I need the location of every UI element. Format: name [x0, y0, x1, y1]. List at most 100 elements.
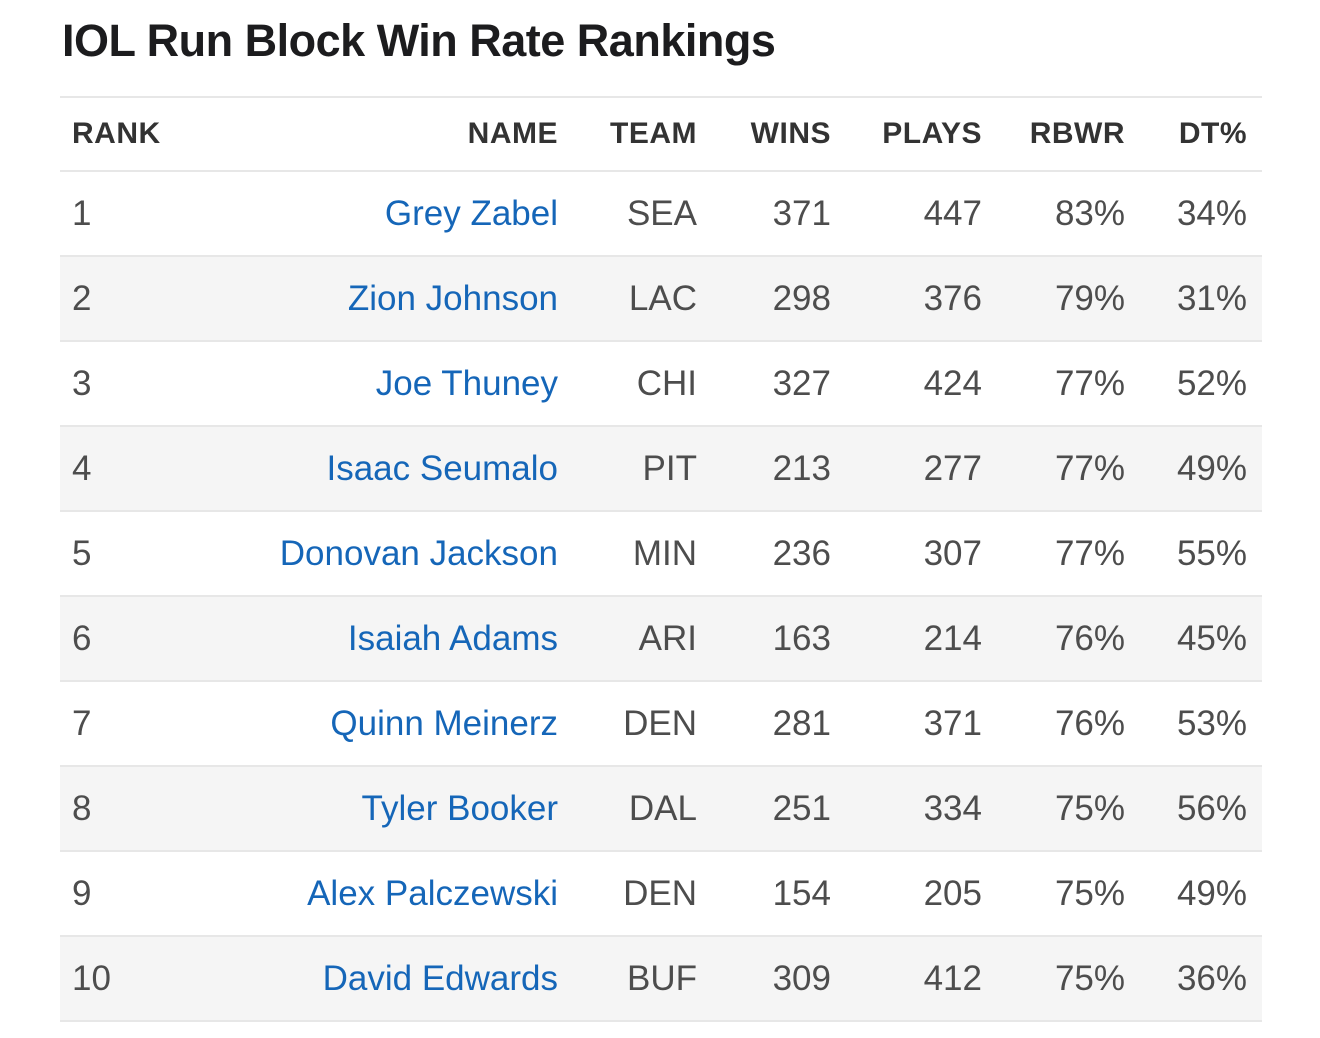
header-row: RANK NAME TEAM WINS PLAYS RBWR DT%	[60, 97, 1262, 172]
player-name-link[interactable]: David Edwards	[322, 958, 558, 998]
table-row: 6 Isaiah Adams ARI 163 214 76% 45%	[60, 596, 1262, 682]
team-cell: LAC	[558, 256, 697, 342]
dt-pct-cell: 52%	[1125, 341, 1262, 427]
rank-cell: 9	[60, 851, 172, 937]
wins-cell: 327	[697, 341, 831, 427]
wins-cell: 213	[697, 426, 831, 512]
page: IOL Run Block Win Rate Rankings RANK NAM…	[0, 14, 1320, 1022]
column-header-plays: PLAYS	[831, 97, 982, 172]
table-row: 5 Donovan Jackson MIN 236 307 77% 55%	[60, 511, 1262, 597]
rankings-table-header: RANK NAME TEAM WINS PLAYS RBWR DT%	[60, 97, 1262, 172]
player-name-link[interactable]: Alex Palczewski	[307, 873, 558, 913]
column-header-team: TEAM	[558, 97, 697, 172]
rbwr-cell: 77%	[982, 341, 1125, 427]
player-name-link[interactable]: Isaac Seumalo	[326, 448, 558, 488]
rbwr-cell: 75%	[982, 936, 1125, 1022]
rank-cell: 7	[60, 681, 172, 767]
rank-cell: 8	[60, 766, 172, 852]
wins-cell: 251	[697, 766, 831, 852]
table-row: 10 David Edwards BUF 309 412 75% 36%	[60, 936, 1262, 1022]
plays-cell: 214	[831, 596, 982, 682]
player-name-link[interactable]: Tyler Booker	[361, 788, 558, 828]
player-name-link[interactable]: Joe Thuney	[375, 363, 558, 403]
team-cell: PIT	[558, 426, 697, 512]
table-row: 2 Zion Johnson LAC 298 376 79% 31%	[60, 256, 1262, 342]
plays-cell: 205	[831, 851, 982, 937]
rbwr-cell: 75%	[982, 851, 1125, 937]
player-name-cell: Isaac Seumalo	[172, 426, 558, 512]
dt-pct-cell: 31%	[1125, 256, 1262, 342]
dt-pct-cell: 56%	[1125, 766, 1262, 852]
player-name-cell: Alex Palczewski	[172, 851, 558, 937]
column-header-rank: RANK	[60, 97, 172, 172]
player-name-cell: Donovan Jackson	[172, 511, 558, 597]
plays-cell: 334	[831, 766, 982, 852]
team-cell: BUF	[558, 936, 697, 1022]
player-name-link[interactable]: Zion Johnson	[347, 278, 558, 318]
team-cell: MIN	[558, 511, 697, 597]
plays-cell: 376	[831, 256, 982, 342]
player-name-cell: Joe Thuney	[172, 341, 558, 427]
plays-cell: 307	[831, 511, 982, 597]
player-name-cell: Grey Zabel	[172, 171, 558, 257]
column-header-name: NAME	[172, 97, 558, 172]
rank-cell: 5	[60, 511, 172, 597]
rankings-table: RANK NAME TEAM WINS PLAYS RBWR DT% 1 Gre…	[60, 96, 1262, 1022]
column-header-dt-pct: DT%	[1125, 97, 1262, 172]
player-name-link[interactable]: Grey Zabel	[384, 193, 558, 233]
wins-cell: 154	[697, 851, 831, 937]
plays-cell: 371	[831, 681, 982, 767]
page-title: IOL Run Block Win Rate Rankings	[62, 15, 776, 66]
player-name-cell: Isaiah Adams	[172, 596, 558, 682]
player-name-link[interactable]: Donovan Jackson	[279, 533, 558, 573]
rbwr-cell: 77%	[982, 511, 1125, 597]
player-name-link[interactable]: Quinn Meinerz	[330, 703, 558, 743]
dt-pct-cell: 49%	[1125, 426, 1262, 512]
rank-cell: 1	[60, 171, 172, 257]
rank-cell: 10	[60, 936, 172, 1022]
rbwr-cell: 76%	[982, 596, 1125, 682]
wins-cell: 371	[697, 171, 831, 257]
team-cell: DEN	[558, 851, 697, 937]
team-cell: CHI	[558, 341, 697, 427]
team-cell: SEA	[558, 171, 697, 257]
table-row: 1 Grey Zabel SEA 371 447 83% 34%	[60, 171, 1262, 257]
player-name-link[interactable]: Isaiah Adams	[347, 618, 558, 658]
dt-pct-cell: 45%	[1125, 596, 1262, 682]
plays-cell: 277	[831, 426, 982, 512]
plays-cell: 424	[831, 341, 982, 427]
rank-cell: 6	[60, 596, 172, 682]
player-name-cell: Tyler Booker	[172, 766, 558, 852]
wins-cell: 309	[697, 936, 831, 1022]
column-header-wins: WINS	[697, 97, 831, 172]
plays-cell: 447	[831, 171, 982, 257]
table-row: 3 Joe Thuney CHI 327 424 77% 52%	[60, 341, 1262, 427]
wins-cell: 236	[697, 511, 831, 597]
player-name-cell: David Edwards	[172, 936, 558, 1022]
rbwr-cell: 83%	[982, 171, 1125, 257]
plays-cell: 412	[831, 936, 982, 1022]
table-row: 4 Isaac Seumalo PIT 213 277 77% 49%	[60, 426, 1262, 512]
rank-cell: 3	[60, 341, 172, 427]
rbwr-cell: 79%	[982, 256, 1125, 342]
rbwr-cell: 75%	[982, 766, 1125, 852]
wins-cell: 298	[697, 256, 831, 342]
player-name-cell: Zion Johnson	[172, 256, 558, 342]
dt-pct-cell: 49%	[1125, 851, 1262, 937]
table-row: 9 Alex Palczewski DEN 154 205 75% 49%	[60, 851, 1262, 937]
dt-pct-cell: 36%	[1125, 936, 1262, 1022]
team-cell: DEN	[558, 681, 697, 767]
wins-cell: 163	[697, 596, 831, 682]
team-cell: ARI	[558, 596, 697, 682]
player-name-cell: Quinn Meinerz	[172, 681, 558, 767]
dt-pct-cell: 53%	[1125, 681, 1262, 767]
team-cell: DAL	[558, 766, 697, 852]
rankings-table-body: 1 Grey Zabel SEA 371 447 83% 34% 2 Zion …	[60, 171, 1262, 1022]
rbwr-cell: 77%	[982, 426, 1125, 512]
wins-cell: 281	[697, 681, 831, 767]
rank-cell: 4	[60, 426, 172, 512]
table-row: 8 Tyler Booker DAL 251 334 75% 56%	[60, 766, 1262, 852]
dt-pct-cell: 34%	[1125, 171, 1262, 257]
column-header-rbwr: RBWR	[982, 97, 1125, 172]
table-row: 7 Quinn Meinerz DEN 281 371 76% 53%	[60, 681, 1262, 767]
